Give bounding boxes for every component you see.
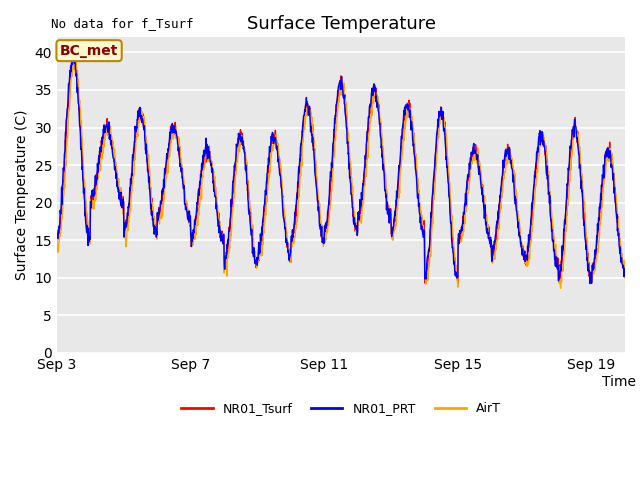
Line: NR01_Tsurf: NR01_Tsurf (57, 57, 625, 284)
AirT (69, 65, 77, 71)
Text: BC_met: BC_met (60, 44, 118, 58)
AirT (53, 236, 61, 242)
AirT (358, 204, 366, 210)
AirT (147, 186, 154, 192)
Line: NR01_PRT: NR01_PRT (57, 54, 625, 284)
NR01_Tsurf (621, 268, 629, 274)
NR01_Tsurf (147, 192, 154, 197)
NR01_PRT (147, 205, 154, 211)
NR01_Tsurf (68, 54, 76, 60)
X-axis label: Time: Time (602, 375, 636, 389)
NR01_Tsurf (454, 281, 461, 287)
AirT (72, 59, 80, 64)
NR01_Tsurf (53, 231, 61, 237)
NR01_Tsurf (497, 191, 504, 196)
NR01_Tsurf (196, 192, 204, 197)
NR01_Tsurf (180, 180, 188, 185)
AirT (196, 204, 204, 210)
AirT (497, 209, 504, 215)
NR01_PRT (69, 51, 77, 57)
AirT (557, 285, 564, 291)
NR01_Tsurf (358, 196, 366, 202)
NR01_PRT (69, 55, 77, 61)
NR01_PRT (180, 186, 188, 192)
Title: Surface Temperature: Surface Temperature (246, 15, 436, 33)
Y-axis label: Surface Temperature (C): Surface Temperature (C) (15, 110, 29, 280)
AirT (621, 276, 629, 281)
AirT (180, 173, 188, 179)
Legend: NR01_Tsurf, NR01_PRT, AirT: NR01_Tsurf, NR01_PRT, AirT (177, 397, 506, 420)
NR01_PRT (196, 182, 204, 188)
Line: AirT: AirT (57, 61, 625, 288)
NR01_PRT (358, 186, 366, 192)
NR01_Tsurf (69, 62, 77, 68)
NR01_PRT (621, 269, 629, 275)
Text: No data for f_Tsurf: No data for f_Tsurf (51, 17, 194, 30)
NR01_PRT (586, 281, 594, 287)
NR01_PRT (53, 234, 61, 240)
NR01_PRT (497, 195, 504, 201)
